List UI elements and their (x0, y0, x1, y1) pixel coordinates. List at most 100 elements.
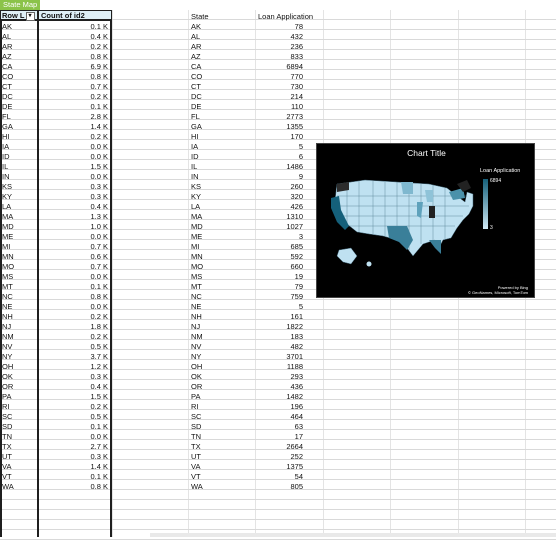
table-state-cell: NH (191, 312, 202, 321)
state-fl (429, 240, 441, 254)
pivot-count-value: 1.3 K (90, 212, 108, 221)
table-loan-value: 110 (291, 102, 303, 111)
pivot-row-label: LA (2, 202, 12, 211)
table-state-cell: OK (191, 372, 202, 381)
gridline-row (0, 140, 556, 150)
pivot-row-label: NM (2, 332, 14, 341)
table-loan-value: 54 (294, 472, 303, 481)
pivot-row-label: NE (2, 302, 13, 311)
map-chart[interactable]: Chart Title Loan Application 6894 3 Powe… (316, 143, 535, 298)
pivot-row-label: MA (2, 212, 14, 221)
state-ny (449, 188, 465, 200)
table-state-cell: ID (191, 152, 199, 161)
pivot-count-value: 0.7 K (90, 242, 108, 251)
gridline-column (112, 10, 113, 537)
pivot-row-label: VA (2, 462, 12, 471)
pivot-row-label: MS (2, 272, 14, 281)
pivot-row-label: CT (2, 82, 12, 91)
pivot-count-value: 0.0 K (90, 142, 108, 151)
table-state-cell: TN (191, 432, 201, 441)
pivot-count-value: 0.8 K (90, 482, 108, 491)
pivot-count-value: 0.4 K (90, 202, 108, 211)
table-loan-value: 252 (290, 452, 303, 461)
table-loan-value: 2773 (286, 112, 303, 121)
pivot-row-label: NV (2, 342, 13, 351)
table-state-cell: NY (191, 352, 202, 361)
pivot-count-value: 0.7 K (90, 82, 108, 91)
chart-title[interactable]: Chart Title (407, 148, 446, 158)
table-state-cell: MA (191, 212, 203, 221)
table-loan-value: 1310 (286, 212, 303, 221)
gridline-row (0, 60, 556, 70)
pivot-count-value: 0.3 K (90, 452, 108, 461)
table-loan-value: 1486 (286, 162, 303, 171)
table-loan-value: 685 (290, 242, 303, 251)
table-loan-value: 426 (290, 202, 303, 211)
pivot-count-value: 0.1 K (90, 282, 108, 291)
table-loan-value: 214 (290, 92, 303, 101)
pivot-row-label: WA (2, 482, 14, 491)
table-state-cell: PA (191, 392, 201, 401)
gridline-row (0, 420, 556, 430)
table-state-cell: IN (191, 172, 199, 181)
pivot-count-value: 0.8 K (90, 52, 108, 61)
state-mn (401, 182, 413, 194)
gridline-row (0, 80, 556, 90)
table-state-cell: LA (191, 202, 201, 211)
gridline-row (0, 280, 556, 290)
pivot-count-header[interactable]: Count of id2 (39, 11, 111, 21)
pivot-row-label: RI (2, 402, 10, 411)
pivot-row-label: NC (2, 292, 13, 301)
gridline-row (0, 130, 556, 140)
gridline-row (0, 510, 556, 520)
gridline-row (0, 460, 556, 470)
table-loan-value: 9 (298, 172, 303, 181)
pivot-count-value: 6.9 K (90, 62, 108, 71)
gridline-row (0, 500, 556, 510)
state-hi (366, 261, 372, 267)
gridline-row (0, 340, 556, 350)
table-loan-value: 79 (294, 282, 303, 291)
pivot-row-label: TX (2, 442, 12, 451)
horizontal-scrollbar[interactable] (150, 533, 556, 537)
table-loan-value: 293 (290, 372, 303, 381)
pivot-row-label: DC (2, 92, 13, 101)
gridline-row (0, 210, 556, 220)
pivot-row-label: CO (2, 72, 14, 81)
pivot-row-label: MT (2, 282, 13, 291)
table-loan-value: 1482 (286, 392, 303, 401)
pivot-row-label: ME (2, 232, 14, 241)
table-state-cell: CT (191, 82, 201, 91)
table-state-cell: UT (191, 452, 201, 461)
pivot-count-value: 1.5 K (90, 392, 108, 401)
table-loan-value: 1188 (286, 362, 303, 371)
sheet-tab-state-map[interactable]: State Map (0, 0, 41, 10)
pivot-count-value: 3.7 K (90, 352, 108, 361)
pivot-row-label: NY (2, 352, 13, 361)
pivot-count-value: 0.7 K (90, 262, 108, 271)
pivot-count-value: 2.7 K (90, 442, 108, 451)
pivot-count-value: 0.0 K (90, 232, 108, 241)
state-ca (331, 196, 349, 230)
pivot-row-label: FL (2, 112, 11, 121)
table-loan-value: 196 (290, 402, 303, 411)
gridline-row (0, 370, 556, 380)
table-state-cell: CA (191, 62, 202, 71)
filter-dropdown-icon[interactable]: ▾ (25, 11, 35, 21)
pivot-count-value: 1.4 K (90, 122, 108, 131)
table-loan-value: 833 (290, 52, 303, 61)
pivot-row-labels-text: Row L (2, 11, 25, 20)
pivot-row-label: AL (2, 32, 12, 41)
gridline-row (0, 310, 556, 320)
pivot-count-value: 1.8 K (90, 322, 108, 331)
gridline-row (0, 520, 556, 530)
table-state-cell: SC (191, 412, 202, 421)
gridline-row (0, 300, 556, 310)
pivot-row-labels-header[interactable]: Row L ▾ (1, 11, 37, 21)
loan-application-column-header: Loan Application (258, 12, 314, 21)
pivot-row-label: MI (2, 242, 11, 251)
pivot-row-label: MD (2, 222, 14, 231)
table-state-cell: NV (191, 342, 202, 351)
table-state-cell: MI (191, 242, 200, 251)
